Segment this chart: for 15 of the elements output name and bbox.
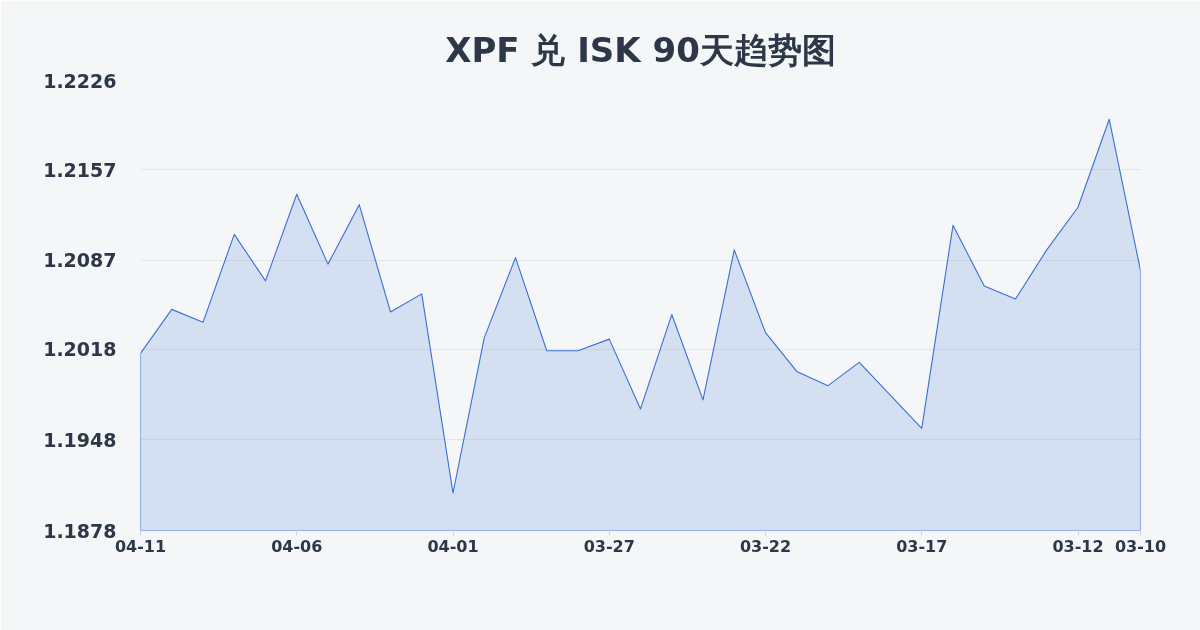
x-tick-label: 03-17 <box>896 536 948 556</box>
x-tick-label: 04-11 <box>114 536 167 556</box>
y-tick-label: 1.2087 <box>43 249 117 272</box>
y-tick-label: 1.1948 <box>43 428 117 451</box>
y-tick-label: 1.2157 <box>43 158 117 181</box>
x-tick-label: 04-06 <box>271 536 323 556</box>
y-tick-label: 1.1878 <box>43 519 117 542</box>
x-tick-label: 03-22 <box>739 536 792 556</box>
y-tick-label: 1.2018 <box>43 338 117 361</box>
y-tick-label: 1.2226 <box>43 69 117 92</box>
chart-title: XPF 兑 ISK 90天趋势图 <box>445 29 836 70</box>
x-tick-label: 04-01 <box>427 536 479 556</box>
x-tick-label: 03-10 <box>1114 536 1167 556</box>
x-tick-label: 03-27 <box>583 536 635 556</box>
x-tick-label: 03-12 <box>1052 536 1104 556</box>
